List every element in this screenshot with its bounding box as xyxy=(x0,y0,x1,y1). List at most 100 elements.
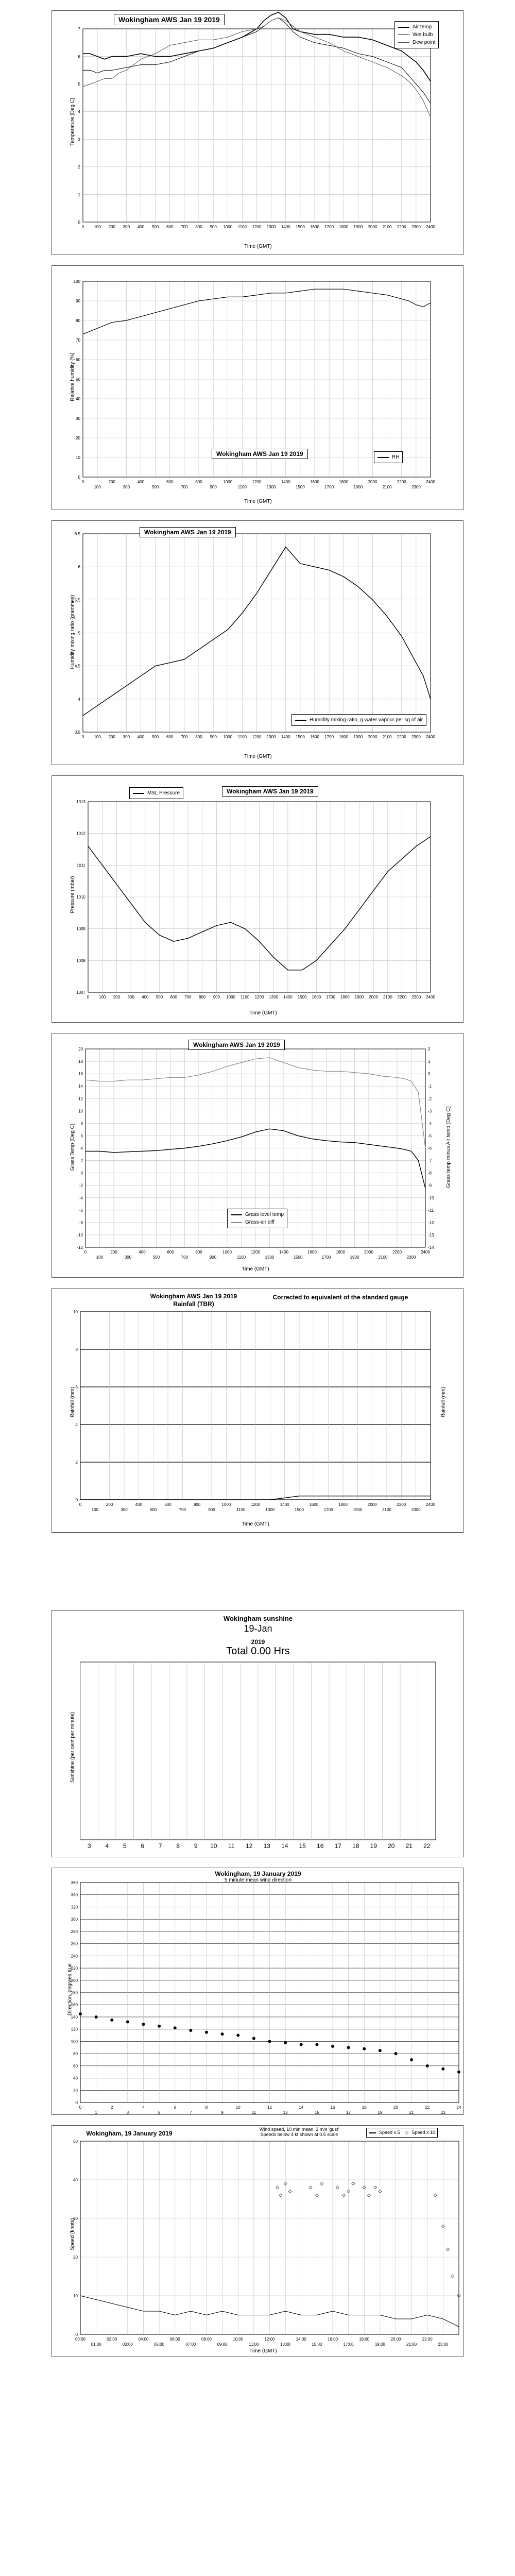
humidity-x-label: Time (GMT) xyxy=(244,499,272,504)
x-tick-label: 13 xyxy=(283,2110,288,2115)
x-tick-label: 1200 xyxy=(252,480,262,484)
x-tick-label: 300 xyxy=(125,1255,132,1260)
humidity-y-label: Relative humidity (%) xyxy=(70,352,76,401)
y-tick-label: 14 xyxy=(78,1084,83,1089)
x-tick-label: 1100 xyxy=(238,735,247,739)
grass-temp-chart-title: Wokingham AWS Jan 19 2019 xyxy=(188,1040,285,1050)
x-tick-label: 1700 xyxy=(326,995,335,999)
x-tick-label: 1200 xyxy=(252,225,262,229)
y-tick-label: 0 xyxy=(78,220,81,225)
pressure-chart: 1007 1008 1009 1010 1011 1012 1013 0 100 200 300 40… xyxy=(76,800,435,999)
y-tick-label: 340 xyxy=(71,1893,78,1897)
y-tick-label: 0 xyxy=(76,2100,78,2105)
x-tick-label: 10:00 xyxy=(233,2337,244,2342)
x-tick-label: 2000 xyxy=(368,225,377,229)
y-tick-label: 10 xyxy=(73,2294,78,2298)
x-tick-label: 2200 xyxy=(397,225,406,229)
data-point xyxy=(341,2193,346,2197)
x-tick-label: 700 xyxy=(181,225,188,229)
x-tick-label: 200 xyxy=(109,225,116,229)
x-tick-label: 2400 xyxy=(426,480,435,484)
x-tick-label: 13 xyxy=(264,1842,271,1850)
series-line xyxy=(82,289,431,335)
series-line xyxy=(82,18,431,117)
x-tick-label: 1400 xyxy=(283,995,293,999)
data-point xyxy=(252,2037,255,2040)
y2-tick-label: -12 xyxy=(428,1221,434,1225)
x-tick-label: 1600 xyxy=(307,1250,317,1255)
humidity-chart-title: Wokingham AWS Jan 19 2019 xyxy=(212,449,308,459)
y-tick-label: 5 xyxy=(78,82,81,87)
rainfall-x-label: Time (GMT) xyxy=(242,1521,269,1527)
x-tick-label: 2400 xyxy=(426,735,435,739)
y-tick-label: 320 xyxy=(71,1905,78,1909)
x-tick-label: 1200 xyxy=(251,1502,260,1507)
x-tick-label: 2400 xyxy=(426,995,435,999)
x-tick-label: 1200 xyxy=(252,735,262,739)
x-tick-label: 400 xyxy=(142,995,149,999)
x-tick-label: 2 xyxy=(111,2105,113,2110)
y-tick-label: 6 xyxy=(78,55,81,59)
grass-temp-x-label: Time (GMT) xyxy=(242,1266,269,1272)
mixing-ratio-y-label: Humidity mixing ratio (grammes) xyxy=(70,595,76,669)
x-tick-label: 800 xyxy=(195,225,202,229)
rainfall-chart-panel: 0 2 4 6 8 10 0 100 200 300 400 500 600 700 800 900 1000 1… xyxy=(52,1288,464,1533)
x-tick-label: 2200 xyxy=(397,480,406,484)
legend-speed-x10-marker-icon: ◇ xyxy=(405,2130,409,2135)
y-tick-label: 4 xyxy=(78,110,81,114)
y-tick-label: -8 xyxy=(79,1221,83,1225)
x-tick-label: 1300 xyxy=(267,225,276,229)
data-point xyxy=(94,2015,98,2019)
y-tick-label: 260 xyxy=(71,1942,78,1946)
y-tick-label: 4 xyxy=(76,1422,78,1427)
grass-temp-chart: -12-10-8-6-4-202468101214161820-14-13-12… xyxy=(77,1047,434,1260)
data-point xyxy=(283,2181,287,2186)
x-tick-label: 300 xyxy=(123,485,130,489)
y-tick-label: 160 xyxy=(71,2003,78,2007)
data-point xyxy=(315,2193,319,2197)
x-tick-label: 20 xyxy=(393,2105,398,2110)
x-tick-label: 21 xyxy=(406,1842,413,1850)
data-point xyxy=(308,2185,313,2190)
y-tick-label: 7 xyxy=(78,27,81,31)
y-tick-label: 20 xyxy=(78,1047,83,1052)
x-tick-label: 1800 xyxy=(338,1502,348,1507)
rainfall-chart-title: Wokingham AWS Jan 19 2019 Rainfall (TBR) xyxy=(142,1293,245,1308)
y-tick-label: 40 xyxy=(76,397,80,401)
x-tick-label: 1300 xyxy=(269,995,278,999)
legend-grass-level-temp: Grass level temp xyxy=(245,1212,284,1217)
data-point xyxy=(79,2012,82,2016)
data-point xyxy=(315,2043,319,2046)
data-point xyxy=(362,2185,366,2190)
wind-speed-chart-panel: 0 10 20 30 40 50 00:00 01:00 02:00 03:00 04:00 05:0… xyxy=(52,2125,464,2357)
x-tick-label: 04:00 xyxy=(138,2337,149,2342)
rainfall-chart: 0246810010020030040050060070080090010001… xyxy=(73,1310,435,1512)
x-tick-label: 100 xyxy=(94,485,101,489)
x-tick-label: 1900 xyxy=(353,1507,362,1512)
x-tick-label: 200 xyxy=(110,1250,117,1255)
x-tick-label: 3 xyxy=(127,2110,129,2115)
pressure-chart-title: Wokingham AWS Jan 19 2019 xyxy=(222,786,318,796)
y2-tick-label: -10 xyxy=(428,1196,434,1200)
x-tick-label: 1900 xyxy=(353,225,363,229)
sunshine-y-label: Sunshine (per cent per minute) xyxy=(70,1711,76,1783)
x-tick-label: 1100 xyxy=(241,995,250,999)
x-tick-label: 0 xyxy=(82,735,84,739)
plot-area xyxy=(80,2141,459,2335)
x-tick-label: 23 xyxy=(441,2110,445,2115)
x-tick-label: 11 xyxy=(252,2110,256,2115)
x-tick-label: 1400 xyxy=(281,735,290,739)
series-line xyxy=(88,836,431,971)
wind-direction-header: Wokingham, 19 January 2019 5 minute mean… xyxy=(181,1870,335,1883)
wind-speed-x-label: Time (GMT) xyxy=(249,2348,277,2354)
data-point xyxy=(457,2070,460,2074)
legend-speed-x5: Speed x 5 xyxy=(379,2130,400,2135)
temperature-chart-title: Wokingham AWS Jan 19 2019 xyxy=(114,14,225,25)
x-tick-label: 15 xyxy=(315,2110,319,2115)
y-tick-label: 8 xyxy=(76,1347,78,1352)
x-tick-label: 14 xyxy=(281,1842,288,1850)
y2-tick-label: -1 xyxy=(428,1084,432,1089)
x-tick-label: 0 xyxy=(87,995,90,999)
x-tick-label: 1000 xyxy=(221,1502,231,1507)
y2-tick-label: -14 xyxy=(428,1245,434,1250)
